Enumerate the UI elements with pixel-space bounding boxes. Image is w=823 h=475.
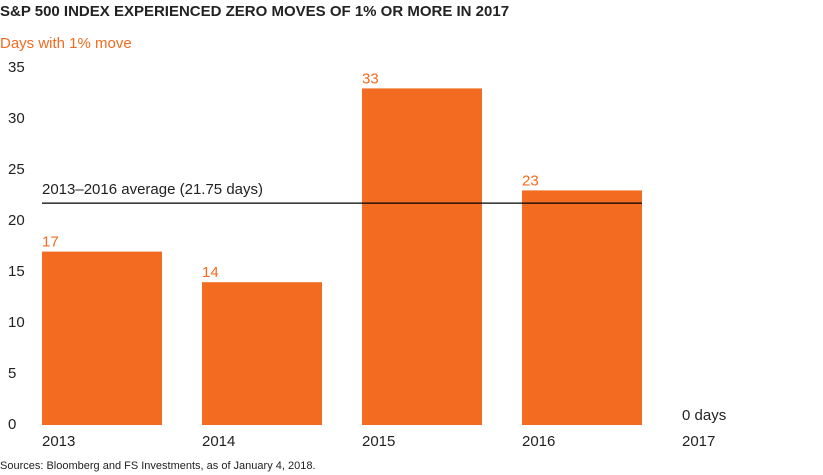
bar <box>362 88 482 426</box>
y-tick-label: 25 <box>8 161 25 178</box>
bar <box>42 251 162 425</box>
value-label: 33 <box>362 70 379 87</box>
x-tick-label: 2015 <box>362 433 395 450</box>
chart-title: S&P 500 INDEX EXPERIENCED ZERO MOVES OF … <box>0 3 509 20</box>
value-label: 14 <box>202 264 219 281</box>
average-label: 2013–2016 average (21.75 days) <box>42 181 263 198</box>
value-label: 17 <box>42 234 59 251</box>
y-tick-label: 35 <box>8 59 25 76</box>
y-tick-label: 5 <box>8 365 16 382</box>
x-tick-label: 2016 <box>522 433 555 450</box>
y-tick-label: 10 <box>8 314 25 331</box>
y-tick-label: 0 <box>8 416 16 433</box>
value-label: 23 <box>522 172 539 189</box>
x-tick-label: 2017 <box>682 433 715 450</box>
x-tick-label: 2013 <box>42 433 75 450</box>
y-axis-title: Days with 1% move <box>0 35 132 52</box>
bar <box>202 282 322 425</box>
y-tick-label: 20 <box>8 212 25 229</box>
x-tick-label: 2014 <box>202 433 235 450</box>
y-tick-label: 15 <box>8 263 25 280</box>
value-label: 0 days <box>682 407 726 424</box>
source-note: Sources: Bloomberg and FS Investments, a… <box>0 460 316 472</box>
bar <box>522 190 642 425</box>
y-tick-label: 30 <box>8 110 25 127</box>
